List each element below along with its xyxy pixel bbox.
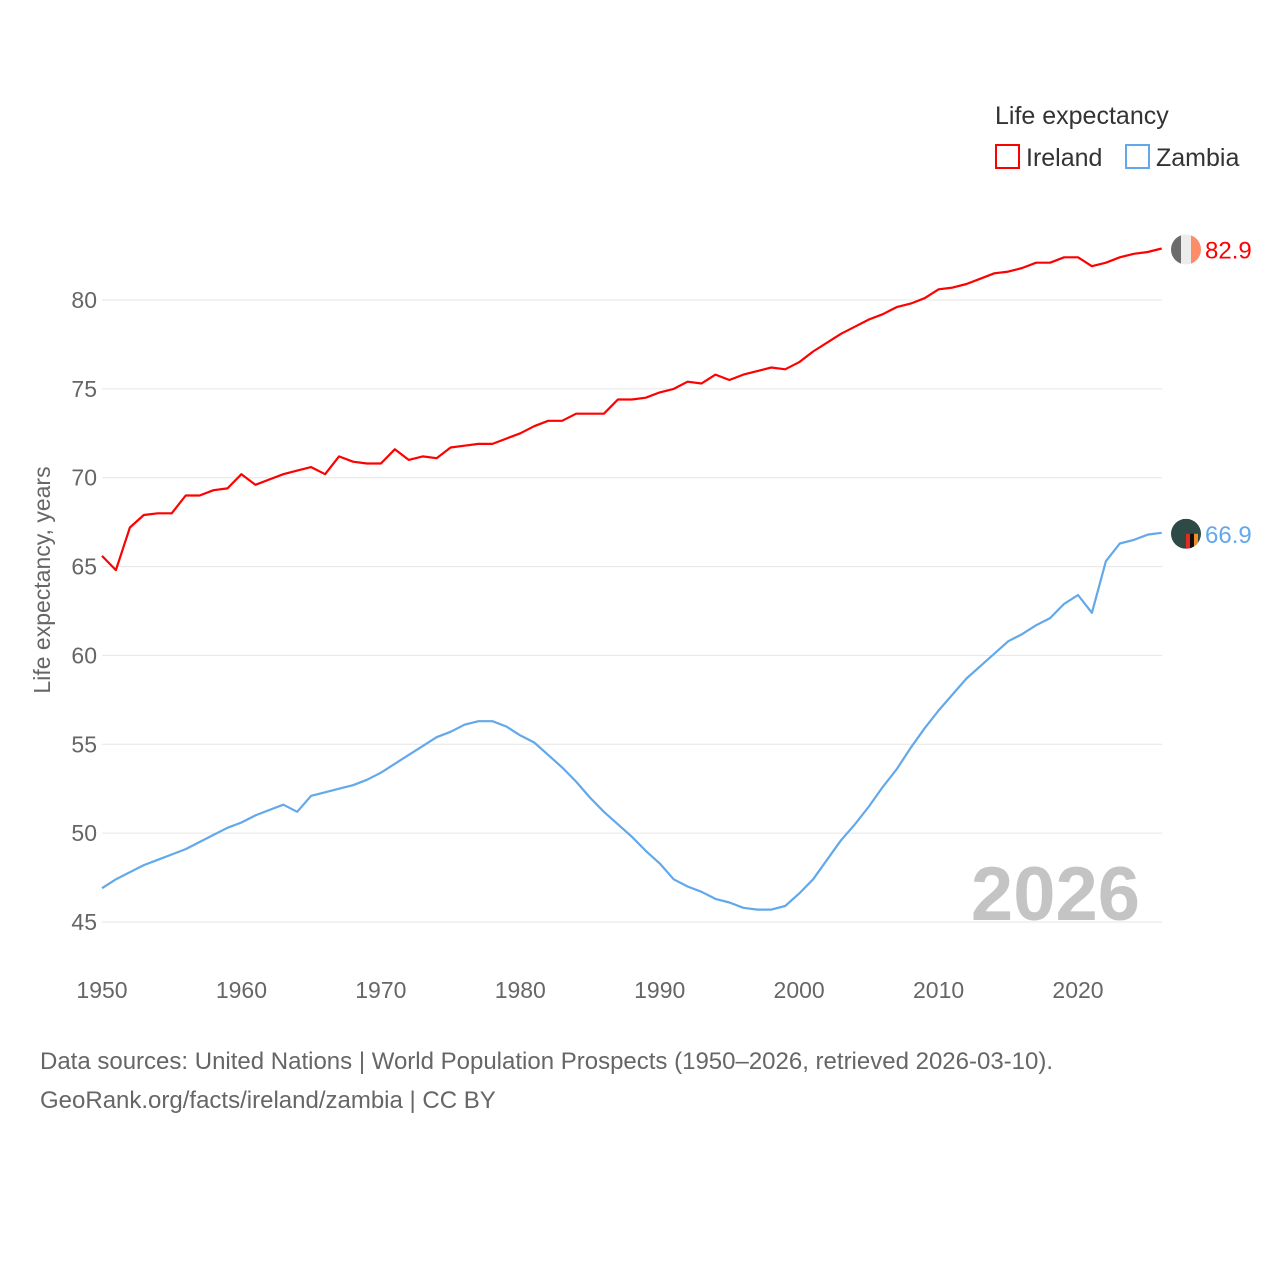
flag-icon-zambia [1171, 518, 1201, 549]
flag-stripe [1194, 533, 1198, 549]
y-tick-label: 60 [71, 642, 97, 668]
end-value-label-ireland: 82.9 [1205, 237, 1252, 264]
legend-title: Life expectancy [995, 102, 1169, 130]
flag-stripe [1190, 533, 1194, 549]
x-tick-label: 1990 [634, 977, 685, 1003]
x-tick-label: 1980 [495, 977, 546, 1003]
legend-label-zambia[interactable]: Zambia [1156, 144, 1239, 172]
x-tick-label: 1970 [355, 977, 406, 1003]
year-watermark: 2026 [971, 852, 1140, 937]
legend: Life expectancy Ireland Zambia [995, 102, 1239, 172]
x-tick-label: 2010 [913, 977, 964, 1003]
flag-stripe [1186, 533, 1190, 549]
series-line-ireland [101, 247, 1162, 572]
y-tick-label: 65 [71, 554, 97, 580]
flag-stripe [1191, 234, 1201, 265]
flag-stripe [1171, 234, 1181, 265]
x-tick-label: 1960 [216, 977, 267, 1003]
y-tick-label: 45 [71, 909, 97, 935]
x-tick-label: 1950 [76, 977, 127, 1003]
footer: Data sources: United Nations | World Pop… [40, 1042, 1053, 1120]
legend-swatch-zambia [1125, 144, 1150, 169]
y-tick-label: 70 [71, 465, 97, 491]
legend-label-ireland[interactable]: Ireland [1026, 144, 1102, 172]
y-tick-label: 80 [71, 287, 97, 313]
x-tick-label: 2020 [1052, 977, 1103, 1003]
y-tick-label: 55 [71, 731, 97, 757]
legend-swatch-ireland [995, 144, 1020, 169]
series-line-zambia [101, 531, 1162, 911]
flag-icon-ireland [1171, 234, 1201, 265]
y-tick-label: 50 [71, 820, 97, 846]
flag-stripe [1181, 234, 1191, 265]
y-axis-label: Life expectancy, years [29, 466, 55, 693]
x-tick-label: 2000 [774, 977, 825, 1003]
data-source-text: Data sources: United Nations | World Pop… [40, 1048, 1054, 1075]
end-value-label-zambia: 66.9 [1205, 522, 1252, 549]
y-tick-label: 75 [71, 376, 97, 402]
attribution-text: GeoRank.org/facts/ireland/zambia | CC BY [40, 1087, 496, 1114]
